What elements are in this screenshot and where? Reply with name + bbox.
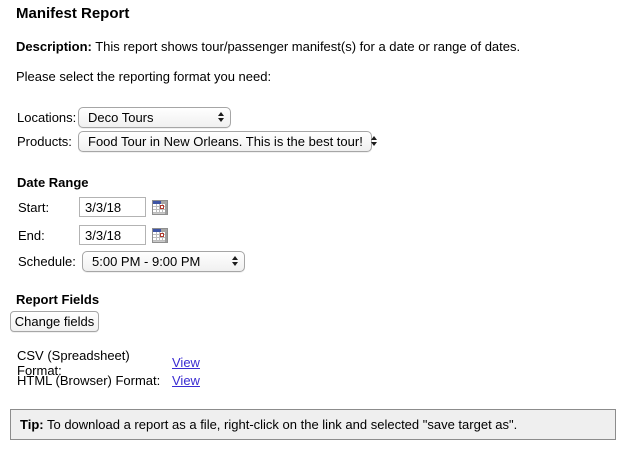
schedule-select[interactable]: 5:00 PM - 9:00 PM	[82, 250, 245, 272]
products-select[interactable]: Food Tour in New Orleans. This is the be…	[78, 130, 377, 152]
tip-body: To download a report as a file, right-cl…	[46, 417, 518, 432]
locations-select[interactable]: Deco Tours	[78, 106, 231, 128]
schedule-row: Schedule: 5:00 PM - 9:00 PM	[18, 250, 245, 272]
products-label: Products:	[17, 133, 72, 149]
description-label: Description:	[16, 39, 92, 54]
csv-format-row: CSV (Spreadsheet) Format: View	[17, 348, 200, 378]
date-range-heading: Date Range	[17, 175, 89, 190]
report-fields-heading: Report Fields	[16, 292, 100, 307]
tip-text: Tip: To download a report as a file, rig…	[20, 417, 517, 432]
prompt-line: Please select the reporting format you n…	[16, 69, 272, 84]
description-line: Description: This report shows tour/pass…	[16, 39, 520, 54]
start-date-input[interactable]	[79, 197, 146, 217]
html-format-label: HTML (Browser) Format:	[17, 373, 161, 388]
start-date-label: Start:	[18, 199, 50, 215]
csv-format-label: CSV (Spreadsheet) Format:	[17, 347, 130, 378]
page-title: Manifest Report	[16, 5, 130, 22]
change-fields-button[interactable]: Change fields	[10, 311, 99, 332]
html-view-link[interactable]: View	[172, 373, 200, 388]
schedule-selected-value: 5:00 PM - 9:00 PM	[92, 253, 201, 269]
products-row: Products: Food Tour in New Orleans. This…	[17, 130, 377, 152]
tip-box: Tip: To download a report as a file, rig…	[10, 409, 616, 440]
end-date-label: End:	[18, 227, 45, 243]
schedule-label: Schedule:	[18, 253, 76, 269]
start-date-row: Start:	[18, 196, 168, 218]
description-text: This report shows tour/passenger manifes…	[95, 39, 521, 54]
locations-row: Locations: Deco Tours	[17, 106, 231, 128]
csv-view-link[interactable]: View	[172, 355, 200, 370]
tip-label: Tip:	[20, 417, 44, 432]
calendar-icon[interactable]	[152, 199, 168, 215]
end-date-input[interactable]	[79, 225, 146, 245]
end-date-row: End:	[18, 224, 168, 246]
stepper-arrows-icon	[370, 136, 377, 146]
stepper-arrows-icon	[232, 256, 238, 266]
html-format-row: HTML (Browser) Format: View	[17, 372, 200, 389]
calendar-icon[interactable]	[152, 227, 168, 243]
locations-label: Locations:	[17, 109, 77, 125]
products-selected-value: Food Tour in New Orleans. This is the be…	[88, 133, 363, 149]
locations-selected-value: Deco Tours	[88, 109, 154, 125]
stepper-arrows-icon	[218, 112, 224, 122]
